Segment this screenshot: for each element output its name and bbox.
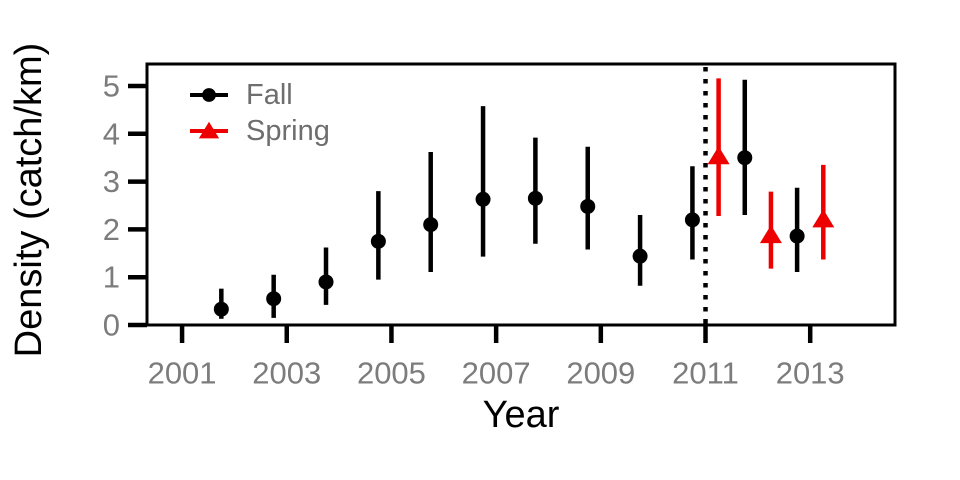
legend-item-spring: Spring: [188, 113, 330, 149]
fall-circle-icon: [190, 88, 228, 102]
legend-item-fall: Fall: [188, 77, 330, 113]
fall-point-marker: [632, 248, 648, 264]
spring-point-marker: [707, 146, 730, 165]
y-tick-label: 0: [103, 308, 120, 343]
y-tick-label: 4: [103, 116, 120, 151]
x-tick-label: 2009: [566, 356, 635, 391]
fall-point-marker: [202, 88, 216, 102]
spring-triangle-icon: [190, 121, 228, 139]
fall-point-marker: [213, 301, 229, 317]
fall-point-marker: [475, 191, 491, 207]
fall-point-marker: [423, 217, 439, 233]
x-tick-label: 2003: [252, 356, 321, 391]
y-tick-label: 5: [103, 68, 120, 103]
spring-point-marker: [812, 209, 835, 228]
fall-point-marker: [318, 274, 334, 290]
x-tick-label: 2011: [672, 356, 739, 391]
fall-point-marker: [266, 291, 282, 307]
y-tick-label: 3: [103, 164, 120, 199]
series-fall: [213, 79, 805, 319]
y-tick-label: 2: [103, 212, 120, 247]
x-tick-label: 2001: [148, 356, 217, 391]
fall-point-marker: [684, 212, 700, 228]
x-axis-title: Year: [482, 394, 560, 436]
legend-label-spring: Spring: [246, 114, 330, 147]
fall-point-marker: [737, 150, 753, 166]
fall-point-marker: [370, 233, 386, 249]
legend-label-fall: Fall: [246, 78, 293, 111]
series-spring: [707, 78, 835, 269]
legend: Fall Spring: [188, 77, 330, 149]
fall-point-marker: [527, 190, 543, 206]
x-tick-label: 2005: [357, 356, 426, 391]
x-tick-label: 2007: [462, 356, 531, 391]
y-axis-title: Density (catch/km): [8, 42, 50, 358]
y-tick-label: 1: [103, 260, 120, 295]
fall-point-marker: [580, 198, 596, 214]
x-tick-label: 2013: [776, 356, 845, 391]
spring-point-marker: [759, 225, 782, 244]
fall-point-marker: [789, 228, 805, 244]
spring-point-marker: [198, 121, 220, 139]
